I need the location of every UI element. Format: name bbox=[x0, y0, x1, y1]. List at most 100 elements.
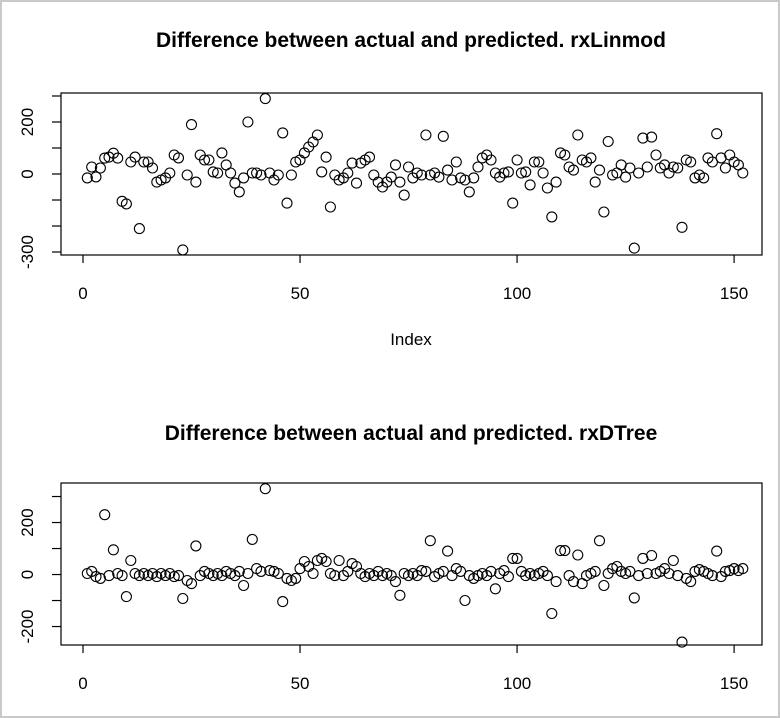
data-point bbox=[259, 93, 271, 105]
data-point bbox=[246, 533, 258, 545]
data-point bbox=[554, 545, 567, 557]
data-point bbox=[212, 167, 224, 179]
data-point bbox=[524, 179, 536, 191]
data-point bbox=[424, 535, 436, 547]
data-point bbox=[398, 189, 410, 201]
x-tick-label: 150 bbox=[720, 674, 748, 693]
data-point bbox=[511, 552, 523, 564]
data-point bbox=[402, 161, 415, 173]
points-rxlinmod bbox=[81, 93, 749, 256]
y-tick-label: -300 bbox=[18, 235, 37, 269]
y-tick-label: -200 bbox=[18, 609, 37, 643]
data-point bbox=[112, 152, 124, 164]
data-point bbox=[663, 567, 675, 580]
x-axis-title: Index bbox=[390, 330, 432, 349]
data-point bbox=[437, 565, 449, 577]
data-point bbox=[225, 167, 237, 179]
data-point bbox=[589, 176, 601, 188]
data-point bbox=[663, 167, 675, 179]
data-point bbox=[120, 591, 132, 603]
data-point bbox=[641, 567, 653, 580]
data-point bbox=[711, 545, 723, 557]
data-point bbox=[125, 554, 137, 567]
data-point bbox=[416, 169, 428, 181]
data-point bbox=[528, 156, 540, 168]
data-point bbox=[676, 221, 688, 233]
data-point bbox=[307, 567, 319, 580]
data-point bbox=[698, 172, 710, 184]
data-point bbox=[120, 198, 132, 210]
data-point bbox=[329, 570, 341, 582]
data-point bbox=[498, 167, 510, 179]
y-tick-label: 0 bbox=[18, 570, 37, 579]
data-point bbox=[567, 576, 580, 588]
data-point bbox=[290, 572, 302, 584]
data-point bbox=[107, 544, 119, 556]
data-point bbox=[233, 186, 245, 198]
data-point bbox=[459, 174, 471, 186]
data-point bbox=[468, 172, 480, 184]
data-point bbox=[550, 176, 562, 188]
data-point bbox=[350, 177, 363, 189]
data-point bbox=[537, 565, 549, 577]
data-point bbox=[203, 154, 215, 166]
data-point bbox=[394, 589, 406, 601]
data-point bbox=[138, 156, 150, 168]
axes-rxdtree: 0 50 100 150 200 0 -200 bbox=[18, 482, 763, 693]
data-point bbox=[272, 169, 284, 181]
data-point bbox=[272, 567, 284, 580]
data-point bbox=[146, 162, 159, 174]
data-point bbox=[207, 166, 219, 178]
data-point bbox=[567, 164, 580, 176]
data-point bbox=[324, 201, 336, 213]
data-point bbox=[216, 147, 228, 159]
y-tick-label: 200 bbox=[18, 108, 37, 136]
data-point bbox=[676, 636, 688, 648]
data-point bbox=[346, 157, 358, 169]
data-point bbox=[246, 167, 258, 179]
panel-rxdtree: Difference between actual and predicted.… bbox=[18, 422, 763, 693]
data-point bbox=[429, 167, 441, 179]
data-point bbox=[190, 176, 202, 188]
data-point bbox=[385, 171, 397, 183]
data-point bbox=[242, 116, 254, 128]
data-point bbox=[515, 167, 527, 179]
x-tick-label: 150 bbox=[720, 284, 748, 303]
data-point bbox=[685, 156, 697, 168]
data-point bbox=[99, 152, 111, 164]
data-point bbox=[277, 127, 289, 139]
data-point bbox=[320, 151, 332, 163]
data-point bbox=[164, 167, 176, 179]
data-point bbox=[255, 169, 267, 181]
data-point bbox=[342, 167, 354, 179]
data-point bbox=[185, 119, 198, 131]
data-point bbox=[737, 167, 749, 179]
data-point bbox=[672, 162, 684, 174]
chart-title-rxlinmod: Difference between actual and predicted.… bbox=[156, 29, 666, 52]
data-point bbox=[129, 151, 141, 163]
data-point bbox=[585, 152, 597, 164]
data-point bbox=[285, 169, 297, 181]
data-point bbox=[541, 570, 553, 582]
data-point bbox=[320, 555, 332, 568]
data-point bbox=[633, 570, 645, 582]
data-point bbox=[433, 171, 445, 183]
data-point bbox=[442, 545, 454, 557]
data-point bbox=[593, 535, 606, 547]
data-point bbox=[455, 565, 467, 577]
data-point bbox=[706, 570, 718, 582]
data-point bbox=[172, 152, 185, 164]
data-point bbox=[233, 565, 245, 577]
data-point bbox=[711, 128, 723, 140]
data-point bbox=[259, 483, 271, 495]
data-point bbox=[511, 154, 523, 166]
data-point bbox=[190, 540, 202, 552]
data-point bbox=[81, 172, 93, 184]
data-point bbox=[86, 161, 98, 173]
data-point bbox=[389, 576, 402, 588]
data-point bbox=[485, 565, 497, 577]
data-point bbox=[172, 570, 185, 582]
data-point bbox=[489, 167, 501, 179]
data-point bbox=[541, 182, 553, 194]
